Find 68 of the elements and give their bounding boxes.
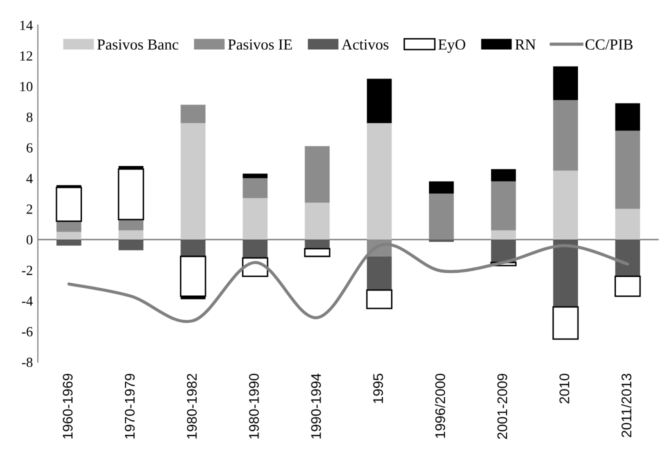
y-tick-label: 6 <box>26 143 33 153</box>
x-tick-label: 1980-1982 <box>186 374 197 439</box>
bar <box>56 186 82 222</box>
bar <box>304 248 330 258</box>
x-tick-label: 1970-1979 <box>124 374 135 439</box>
y-tick-label: -8 <box>22 358 32 368</box>
bar <box>304 202 330 240</box>
bar <box>615 240 640 276</box>
bar <box>491 169 516 182</box>
bar <box>304 146 330 203</box>
y-tick-label: 14 <box>20 20 33 30</box>
y-tick-label: -4 <box>22 296 33 306</box>
bar <box>242 198 268 240</box>
bar <box>242 174 268 178</box>
bar <box>180 240 206 256</box>
legend-label: RN <box>515 40 536 50</box>
bar <box>491 181 516 230</box>
y-tick-label: 12 <box>20 51 32 61</box>
bar <box>56 221 82 232</box>
bar <box>180 104 206 124</box>
bar <box>304 240 330 249</box>
bar <box>118 220 144 230</box>
bar <box>56 232 82 240</box>
bar <box>491 240 516 262</box>
bar <box>615 208 640 240</box>
bar <box>553 100 578 171</box>
bar <box>242 178 268 198</box>
y-tick-label: 2 <box>26 204 32 214</box>
bar <box>180 123 206 240</box>
bar <box>428 181 454 194</box>
y-tick-label: 0 <box>26 235 32 244</box>
legend-label: CC/PIB <box>586 39 633 50</box>
legend-label: Pasivos IE <box>228 39 292 50</box>
y-tick-label: 8 <box>26 112 32 122</box>
x-tick-label: 1990-1994 <box>311 374 321 439</box>
bar <box>615 103 640 131</box>
bar <box>553 170 578 240</box>
bar <box>553 66 578 100</box>
bar <box>118 168 144 220</box>
bar <box>366 78 392 124</box>
x-tick-label: 2001-2009 <box>497 374 508 439</box>
bar <box>242 240 268 258</box>
x-tick-label: 1996/2000 <box>434 374 446 438</box>
x-tick-label: 1995 <box>373 374 384 404</box>
y-tick-label: -2 <box>22 266 32 275</box>
bar <box>553 240 578 307</box>
bar <box>366 289 392 310</box>
x-tick-label: 1980-1990 <box>249 374 259 439</box>
bar <box>56 240 82 246</box>
x-tick-label: 2010 <box>559 374 570 404</box>
legend-label: Pasivos Banc <box>97 39 178 50</box>
bar <box>180 256 206 297</box>
y-tick-label: -6 <box>22 327 33 336</box>
bar <box>366 123 392 240</box>
bar <box>118 240 144 250</box>
legend-label: Activos <box>342 39 388 50</box>
bar <box>366 256 392 290</box>
y-tick-label: 4 <box>26 174 33 184</box>
line-series <box>67 243 630 324</box>
bar <box>615 130 640 209</box>
bar <box>118 230 144 240</box>
x-tick-label: 2011/2013 <box>621 374 632 438</box>
bar <box>614 276 641 297</box>
y-tick-label: 10 <box>20 82 32 92</box>
bar <box>552 306 579 340</box>
bar <box>491 230 516 240</box>
legend-label: EyO <box>438 39 466 53</box>
x-tick-label: 1960-1969 <box>62 374 73 439</box>
